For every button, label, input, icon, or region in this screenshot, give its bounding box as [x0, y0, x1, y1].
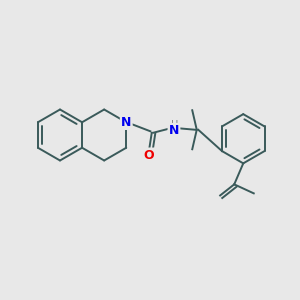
Text: N: N [121, 116, 131, 129]
Text: O: O [143, 149, 154, 162]
Text: N: N [169, 124, 179, 137]
Text: H: H [171, 120, 178, 130]
